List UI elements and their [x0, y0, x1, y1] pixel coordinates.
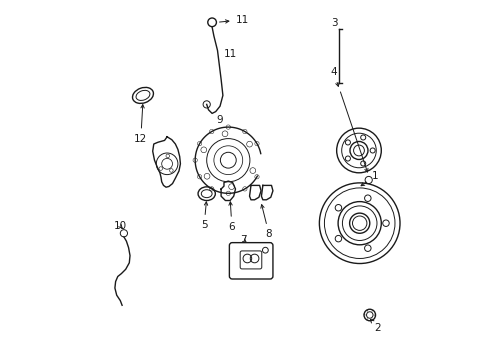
- Text: 12: 12: [134, 105, 147, 144]
- Text: 6: 6: [228, 202, 235, 232]
- Text: 2: 2: [370, 319, 380, 333]
- Text: 11: 11: [224, 49, 237, 59]
- Text: 9: 9: [216, 114, 223, 125]
- Text: 4: 4: [330, 67, 338, 86]
- Text: 3: 3: [330, 18, 337, 28]
- Text: 10: 10: [114, 221, 126, 231]
- Text: 8: 8: [260, 204, 272, 239]
- Text: 1: 1: [360, 171, 377, 186]
- Text: 7: 7: [240, 235, 246, 246]
- Text: 11: 11: [219, 15, 248, 25]
- Text: 5: 5: [201, 202, 207, 230]
